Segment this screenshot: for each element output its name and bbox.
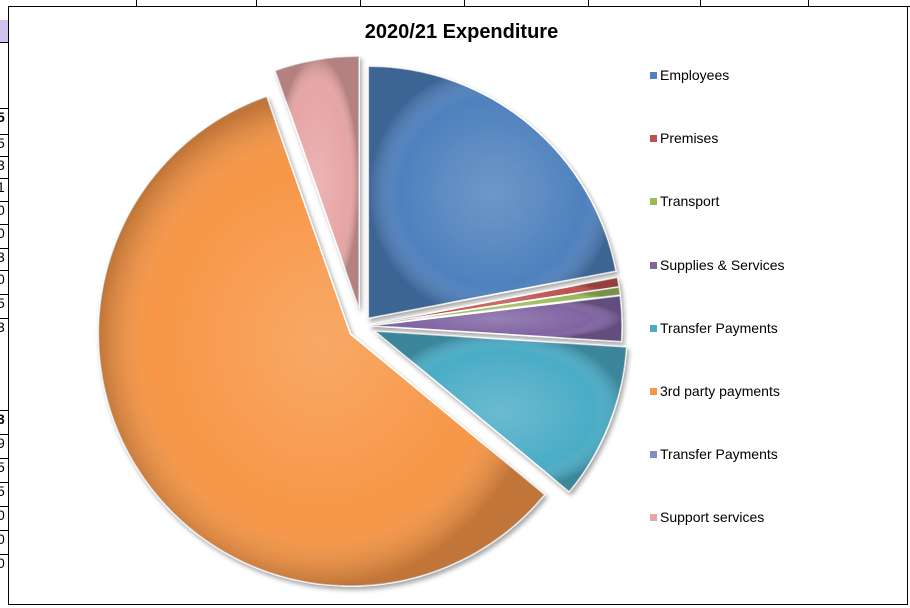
column-divider — [808, 0, 809, 6]
column-divider — [464, 0, 465, 6]
sheet-row-line — [0, 270, 8, 271]
legend-swatch — [650, 198, 657, 206]
column-divider — [256, 0, 257, 6]
legend-swatch — [650, 72, 657, 79]
legend-entry: 3rd party payments — [650, 382, 780, 400]
legend-label: Transport — [660, 193, 720, 210]
sheet-cell-value: 0 — [0, 271, 5, 287]
highlighted-cell — [0, 20, 8, 43]
legend-entry: Transport — [650, 192, 719, 210]
legend-swatch — [650, 135, 657, 143]
sheet-row-line — [0, 224, 8, 225]
sheet-cell-value: 1 — [0, 179, 5, 195]
legend-swatch — [650, 261, 657, 269]
pie-slice-shading — [369, 277, 620, 325]
column-divider — [136, 0, 137, 6]
pie-slice — [372, 330, 628, 493]
sheet-row-line — [0, 482, 8, 483]
sheet-cell-value: 3 — [0, 319, 5, 335]
legend-label: Supplies & Services — [660, 256, 785, 273]
pie-slice-shading — [369, 287, 621, 325]
sheet-row-line — [0, 294, 8, 295]
legend-entry: Supplies & Services — [650, 256, 785, 274]
sheet-cell-value: 0 — [0, 202, 5, 218]
sheet-cell-value: 5 — [0, 135, 5, 151]
sheet-cell-value: 3 — [0, 411, 5, 427]
sheet-row-line — [0, 506, 8, 507]
legend-entry: Premises — [650, 129, 718, 147]
sheet-row-line — [0, 108, 8, 109]
legend-entry: Transfer Payments — [650, 445, 778, 463]
sheet-cell-value: 3 — [0, 249, 5, 265]
legend-swatch — [650, 388, 657, 395]
column-divider — [700, 0, 701, 6]
sheet-row-line — [0, 458, 8, 459]
legend-label: Support services — [660, 509, 765, 526]
pie-slice-shading — [368, 66, 616, 319]
sheet-cell-value: 5 — [0, 459, 5, 475]
sheet-cell-value: 0 — [0, 507, 5, 523]
pie-slice-shading — [369, 295, 622, 342]
pie-slice-shading — [375, 331, 627, 492]
pie-slice — [367, 65, 617, 320]
pie-slice — [369, 286, 621, 326]
sheet-row-line — [0, 410, 8, 411]
sheet-left-cells: 5 5 3 1 0 0 3 0 5 3 3 9 5 5 0 0 0 — [0, 6, 8, 606]
pie-slice — [369, 294, 623, 343]
legend-label: Transfer Payments — [660, 319, 778, 336]
chart-title: 2020/21 Expenditure — [364, 21, 559, 43]
sheet-cell-value: 3 — [0, 157, 5, 173]
sheet-row-line — [0, 134, 8, 135]
column-divider — [588, 0, 589, 6]
sheet-cell-value: 0 — [0, 531, 5, 547]
sheet-cell-value: 5 — [0, 483, 5, 499]
sheet-row-line — [0, 554, 8, 555]
sheet-row-line — [0, 530, 8, 531]
legend-entry: Support services — [650, 508, 764, 526]
sheet-cell-value: 0 — [0, 555, 5, 571]
pie-slice-shading — [275, 56, 359, 309]
legend-swatch — [650, 514, 657, 522]
pie-slice-shading — [98, 96, 545, 587]
sheet-row-line — [0, 156, 8, 157]
legend-entry: Transfer Payments — [650, 319, 778, 337]
column-divider — [360, 0, 361, 6]
sheet-cell-value: 5 — [0, 109, 5, 125]
legend-swatch — [650, 451, 657, 459]
legend-swatch — [650, 324, 657, 332]
legend-label: Premises — [660, 130, 719, 147]
sheet-cell-value: 0 — [0, 225, 5, 241]
pie-slice — [274, 55, 360, 309]
sheet-cell-value: 5 — [0, 295, 5, 311]
pie-slice — [97, 95, 546, 587]
sheet-row-line — [0, 201, 8, 202]
legend-label: 3rd party payments — [660, 383, 780, 399]
legend-label: Transfer Payments — [660, 446, 778, 463]
sheet-row-line — [0, 434, 8, 435]
sheet-row-line — [0, 248, 8, 249]
sheet-row-line — [0, 178, 8, 179]
sheet-cell-value: 9 — [0, 435, 5, 451]
sheet-row-line — [0, 318, 8, 319]
legend-entry: Employees — [650, 66, 729, 84]
legend-label: Employees — [660, 67, 730, 83]
